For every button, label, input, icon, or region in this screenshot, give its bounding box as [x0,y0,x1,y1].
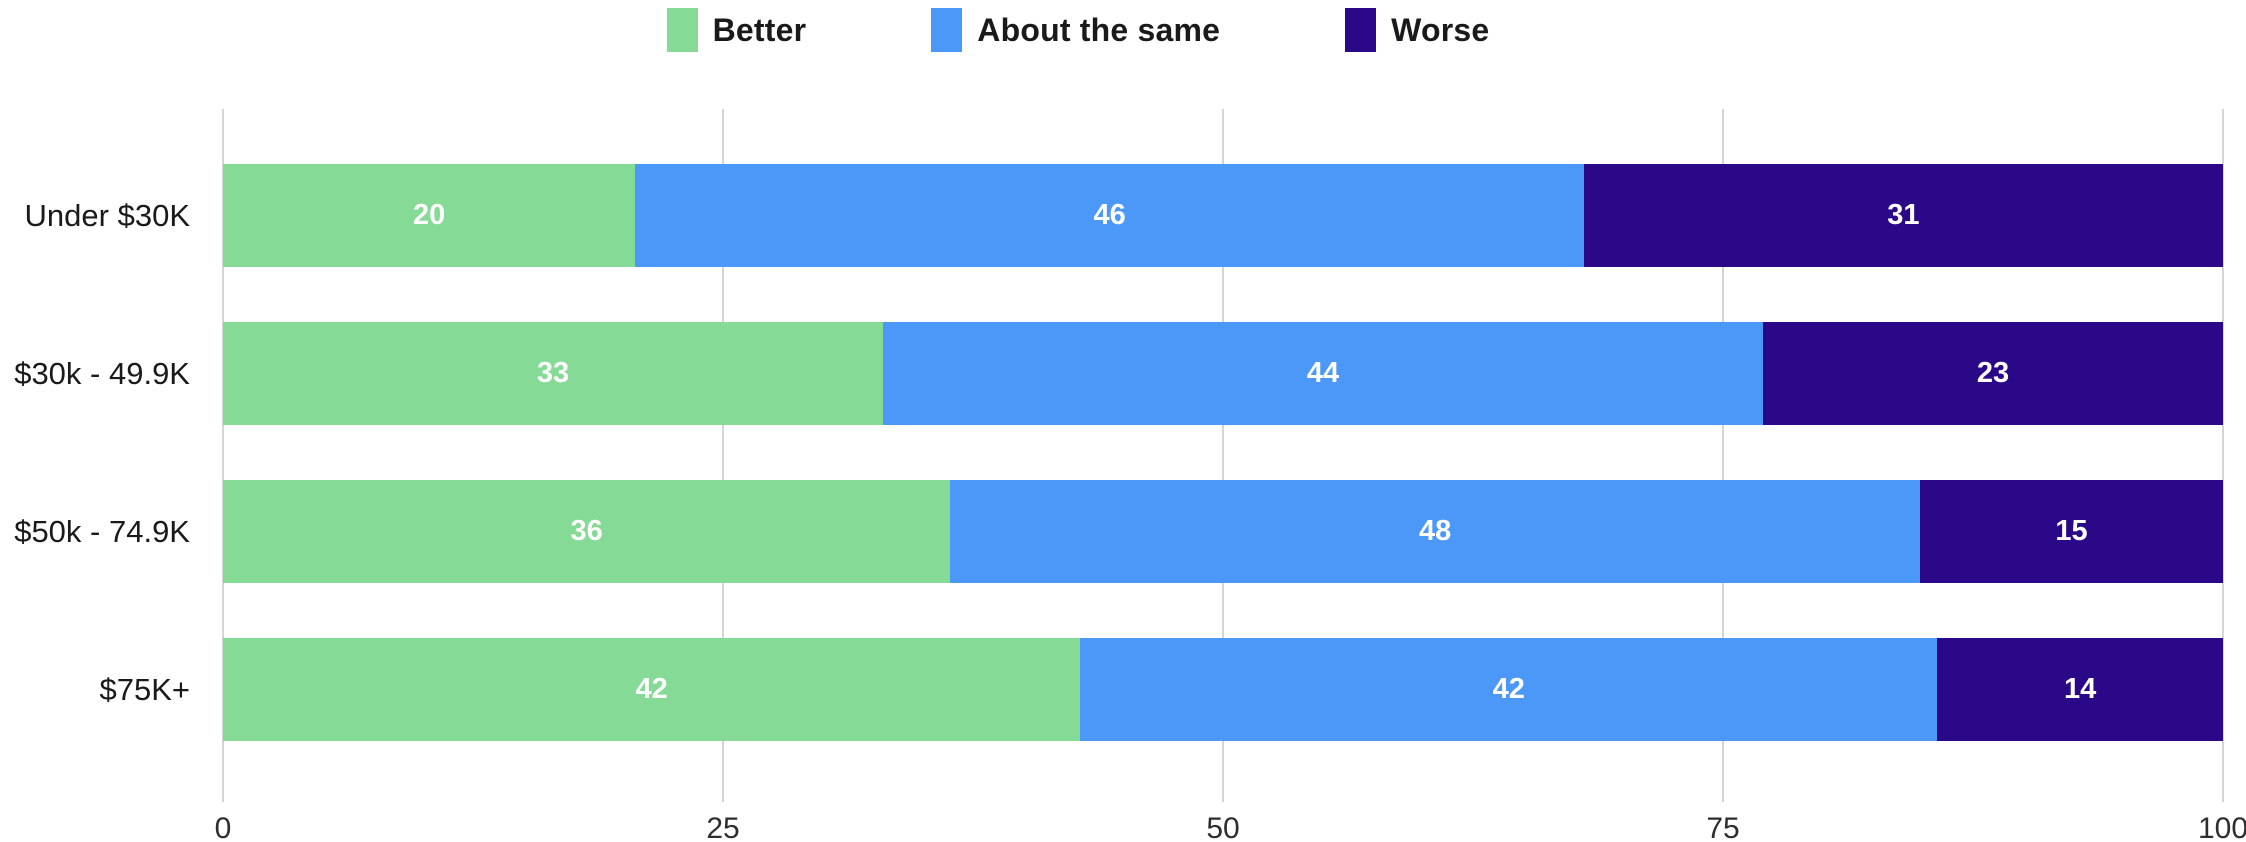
value-label: 46 [1093,199,1126,231]
legend-item: Better [666,8,807,52]
bar-track: 33 44 23 [223,322,2223,425]
value-label: 15 [2055,515,2088,547]
bar-segment-better: 42 [223,638,1081,741]
legend-item: About the same [931,8,1220,52]
bar-segment-about-the-same: 48 [950,480,1920,583]
legend-swatch-icon [931,8,963,52]
value-label: 14 [2064,673,2097,705]
bar-segment-better: 33 [223,322,883,425]
legend-swatch-icon [666,8,698,52]
category-label: $75K+ [99,671,190,707]
legend-item: Worse [1345,8,1489,52]
bar-track: 42 42 14 [223,638,2223,741]
bar-row: $30k - 49.9K 33 44 23 [0,322,2223,425]
category-label: Under $30K [24,197,190,233]
bar-segment-better: 36 [223,480,951,583]
legend-label: Worse [1391,11,1490,48]
x-tick-label-100: 100 [2197,812,2246,842]
bar-segment-worse: 15 [1919,480,2223,583]
value-label: 48 [1418,515,1452,547]
value-label: 42 [635,673,668,705]
value-label: 36 [570,515,603,547]
x-tick-label-25: 25 [706,812,740,842]
bar-rows: Under $30K 20 46 31 $30k - 49.9K 33 44 23 $5… [0,109,2223,802]
bar-track: 20 46 31 [223,164,2223,267]
gridline-x-100 [2222,109,2224,802]
bar-segment-about-the-same: 46 [635,164,1584,267]
bar-segment-about-the-same: 42 [1080,638,1938,741]
x-axis: 0 25 50 75 100 [215,812,2246,842]
gridline-x-50 [1222,109,1224,802]
legend-swatch-icon [1345,8,1377,52]
x-tick-label-75: 75 [1706,812,1740,842]
bar-segment-worse: 31 [1583,164,2223,267]
bar-row: Under $30K 20 46 31 [0,164,2223,267]
legend: Better About the same Worse [0,8,2201,52]
value-label: 44 [1306,357,1340,389]
bar-segment-better: 20 [223,164,636,267]
gridline-x-75 [1722,109,1724,802]
x-tick-label-50: 50 [1206,812,1240,842]
legend-label: Better [712,11,807,48]
gridline-x-25 [722,109,724,802]
legend-label: About the same [977,11,1221,48]
x-tick-label-0: 0 [214,812,232,842]
value-label: 42 [1492,673,1525,705]
bar-row: $75K+ 42 42 14 [0,638,2223,741]
grid-layer [222,109,2224,802]
value-label: 31 [1887,199,1920,231]
category-label: $30k - 49.9K [14,355,190,391]
bar-segment-about-the-same: 44 [883,322,1763,425]
gridline-x-0 [222,109,224,802]
bar-track: 36 48 15 [223,480,2223,583]
value-label: 23 [1976,357,2010,389]
value-label: 33 [536,357,570,389]
bar-segment-worse: 14 [1937,638,2223,741]
bar-row: $50k - 74.9K 36 48 15 [0,480,2223,583]
category-label: $50k - 74.9K [14,513,190,549]
value-label: 20 [413,199,446,231]
bar-segment-worse: 23 [1763,322,2223,425]
